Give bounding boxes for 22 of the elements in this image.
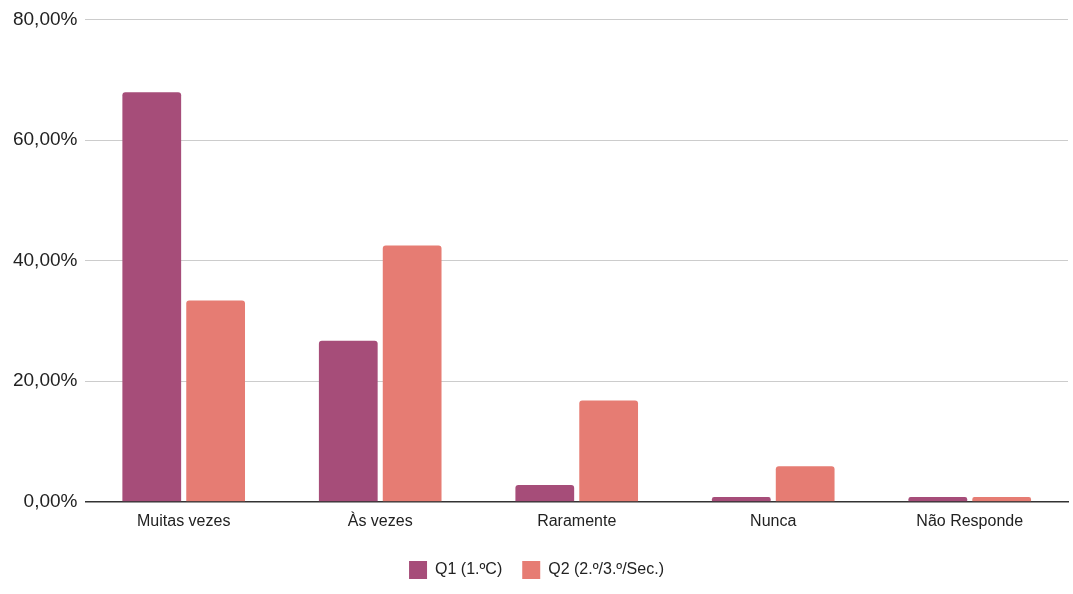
bar bbox=[186, 300, 246, 502]
y-tick-label: 20,00% bbox=[12, 369, 78, 391]
y-tick-label: 60,00% bbox=[12, 128, 78, 150]
bar bbox=[579, 400, 639, 502]
bar bbox=[318, 340, 378, 502]
x-tick-label: Muitas vezes bbox=[137, 511, 231, 529]
x-tick-label: Não Responde bbox=[916, 511, 1024, 529]
y-tick-label: 40,00% bbox=[12, 248, 78, 270]
legend-label: Q2 (2.º/3.º/Sec.) bbox=[548, 560, 664, 578]
x-tick-label: Às vezes bbox=[347, 510, 413, 529]
bar bbox=[775, 466, 835, 502]
y-tick-label: 0,00% bbox=[23, 490, 78, 512]
bar bbox=[908, 496, 968, 502]
bar bbox=[711, 496, 771, 502]
bar bbox=[515, 484, 575, 502]
x-tick-label: Raramente bbox=[537, 511, 617, 529]
bar bbox=[122, 92, 182, 502]
bar bbox=[972, 496, 1032, 502]
y-tick-label: 80,00% bbox=[12, 7, 78, 29]
bar bbox=[382, 245, 442, 502]
x-tick-label: Nunca bbox=[750, 511, 797, 529]
legend-label: Q1 (1.ºC) bbox=[435, 560, 503, 578]
